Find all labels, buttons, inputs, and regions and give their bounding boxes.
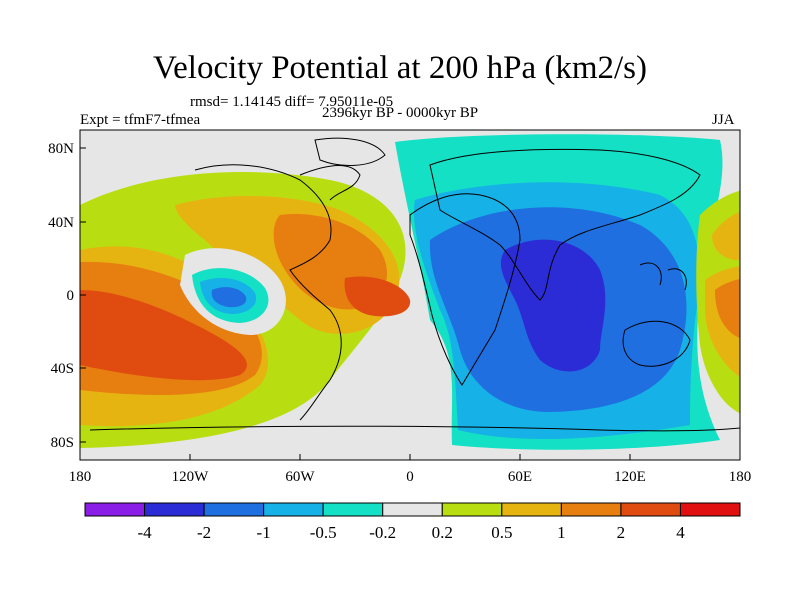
lat-tick-40S: 40S [51, 361, 74, 377]
colorbar-label: -2 [197, 523, 211, 542]
colorbar-swatch [620, 502, 681, 517]
lon-tick-0: 0 [406, 469, 414, 485]
colorbar-label: 0.5 [491, 523, 512, 542]
lat-tick-0: 0 [67, 288, 75, 304]
positive-region-2-west [80, 290, 247, 381]
season-label: JJA [712, 112, 735, 128]
lon-tick-120E: 120E [614, 469, 646, 485]
negative-cell-1 [211, 287, 247, 308]
longitude-axis: 180 120W 60W 0 60E 120E 180 [69, 454, 752, 485]
colorbar-swatch [84, 502, 146, 517]
colorbar-label: -0.2 [369, 523, 396, 542]
colorbar-swatch [322, 502, 384, 517]
colorbar-swatch [263, 502, 324, 517]
latitude-axis: 80N 40N 0 40S 80S [48, 141, 86, 451]
colorbar: -4 -2 -1 -0.5 -0.2 0.2 0.5 1 2 4 [84, 502, 741, 542]
negative-region-2 [500, 239, 606, 372]
lon-tick-180-right: 180 [729, 469, 752, 485]
lat-tick-80N: 80N [48, 141, 74, 157]
colorbar-label: 1 [557, 523, 566, 542]
colorbar-label: -0.5 [310, 523, 337, 542]
colorbar-swatch [560, 502, 622, 517]
colorbar-swatch [501, 502, 562, 517]
experiment-label: Expt = tfmF7-tfmea [80, 112, 201, 128]
positive-region-right-1 [715, 278, 740, 339]
lon-tick-180-left: 180 [69, 469, 92, 485]
colorbar-label: 4 [676, 523, 685, 542]
colorbar-swatch [679, 502, 741, 517]
colorbar-label: -4 [137, 523, 152, 542]
lat-tick-40N: 40N [48, 215, 74, 231]
map-title: Velocity Potential at 200 hPa (km2/s) [152, 50, 648, 86]
colorbar-label: -1 [257, 523, 271, 542]
stats-text: rmsd= 1.14145 diff= 7.95011e-05 [190, 94, 394, 110]
colorbar-swatch [441, 502, 503, 517]
lat-tick-80S: 80S [51, 435, 74, 451]
colorbar-label: 2 [617, 523, 626, 542]
colorbar-label: 0.2 [432, 523, 453, 542]
coastlines [89, 137, 740, 432]
contour-field [80, 130, 740, 460]
colorbar-swatch [382, 502, 443, 517]
positive-region-2-east [344, 276, 411, 317]
lon-tick-60W: 60W [285, 469, 315, 485]
lon-tick-120W: 120W [172, 469, 210, 485]
lon-tick-60E: 60E [508, 469, 532, 485]
positive-region-right-0.5 [712, 211, 740, 261]
colorbar-swatch [203, 502, 265, 517]
colorbar-swatch [144, 502, 205, 517]
period-label: 2396kyr BP - 0000kyr BP [322, 105, 479, 121]
